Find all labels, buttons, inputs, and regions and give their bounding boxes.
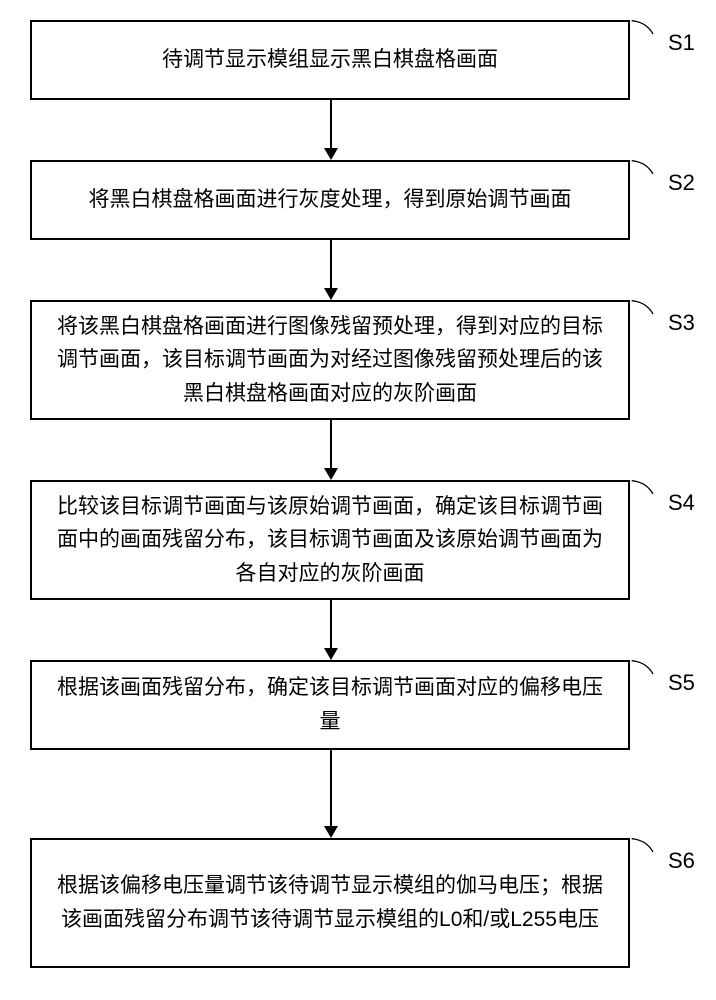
- step-label-s4: S4: [668, 490, 695, 516]
- step-box-s5: 根据该画面残留分布，确定该目标调节画面对应的偏移电压量: [30, 660, 630, 750]
- step-label-s6: S6: [668, 848, 695, 874]
- step-label-s5: S5: [668, 670, 695, 696]
- step-box-s4: 比较该目标调节画面与该原始调节画面，确定该目标调节画面中的画面残留分布，该目标调…: [30, 480, 630, 600]
- step-label-s2: S2: [668, 170, 695, 196]
- connector-line-5: [330, 750, 332, 826]
- step-text-s3: 将该黑白棋盘格画面进行图像残留预处理，得到对应的目标调节画面，该目标调节画面为对…: [56, 310, 604, 411]
- connector-line-1: [330, 100, 332, 148]
- label-curve-s3: [630, 298, 660, 318]
- connector-line-3: [330, 420, 332, 468]
- step-box-s3: 将该黑白棋盘格画面进行图像残留预处理，得到对应的目标调节画面，该目标调节画面为对…: [30, 300, 630, 420]
- step-text-s2: 将黑白棋盘格画面进行灰度处理，得到原始调节画面: [89, 183, 572, 217]
- label-curve-s2: [630, 158, 660, 178]
- connector-arrow-2: [324, 288, 338, 300]
- step-text-s4: 比较该目标调节画面与该原始调节画面，确定该目标调节画面中的画面残留分布，该目标调…: [56, 490, 604, 591]
- step-text-s6: 根据该偏移电压量调节该待调节显示模组的伽马电压；根据该画面残留分布调节该待调节显…: [56, 869, 604, 936]
- step-box-s6: 根据该偏移电压量调节该待调节显示模组的伽马电压；根据该画面残留分布调节该待调节显…: [30, 838, 630, 968]
- connector-arrow-3: [324, 468, 338, 480]
- label-curve-s1: [630, 18, 660, 38]
- step-label-s3: S3: [668, 310, 695, 336]
- label-curve-s4: [630, 478, 660, 498]
- connector-line-2: [330, 240, 332, 288]
- step-box-s1: 待调节显示模组显示黑白棋盘格画面: [30, 20, 630, 100]
- connector-arrow-5: [324, 826, 338, 838]
- connector-arrow-1: [324, 148, 338, 160]
- step-box-s2: 将黑白棋盘格画面进行灰度处理，得到原始调节画面: [30, 160, 630, 240]
- step-label-s1: S1: [668, 30, 695, 56]
- step-text-s1: 待调节显示模组显示黑白棋盘格画面: [162, 43, 498, 77]
- step-text-s5: 根据该画面残留分布，确定该目标调节画面对应的偏移电压量: [56, 671, 604, 738]
- connector-arrow-4: [324, 648, 338, 660]
- label-curve-s6: [630, 836, 660, 856]
- connector-line-4: [330, 600, 332, 648]
- label-curve-s5: [630, 658, 660, 678]
- flowchart-canvas: 待调节显示模组显示黑白棋盘格画面 S1 将黑白棋盘格画面进行灰度处理，得到原始调节画…: [0, 0, 716, 1000]
